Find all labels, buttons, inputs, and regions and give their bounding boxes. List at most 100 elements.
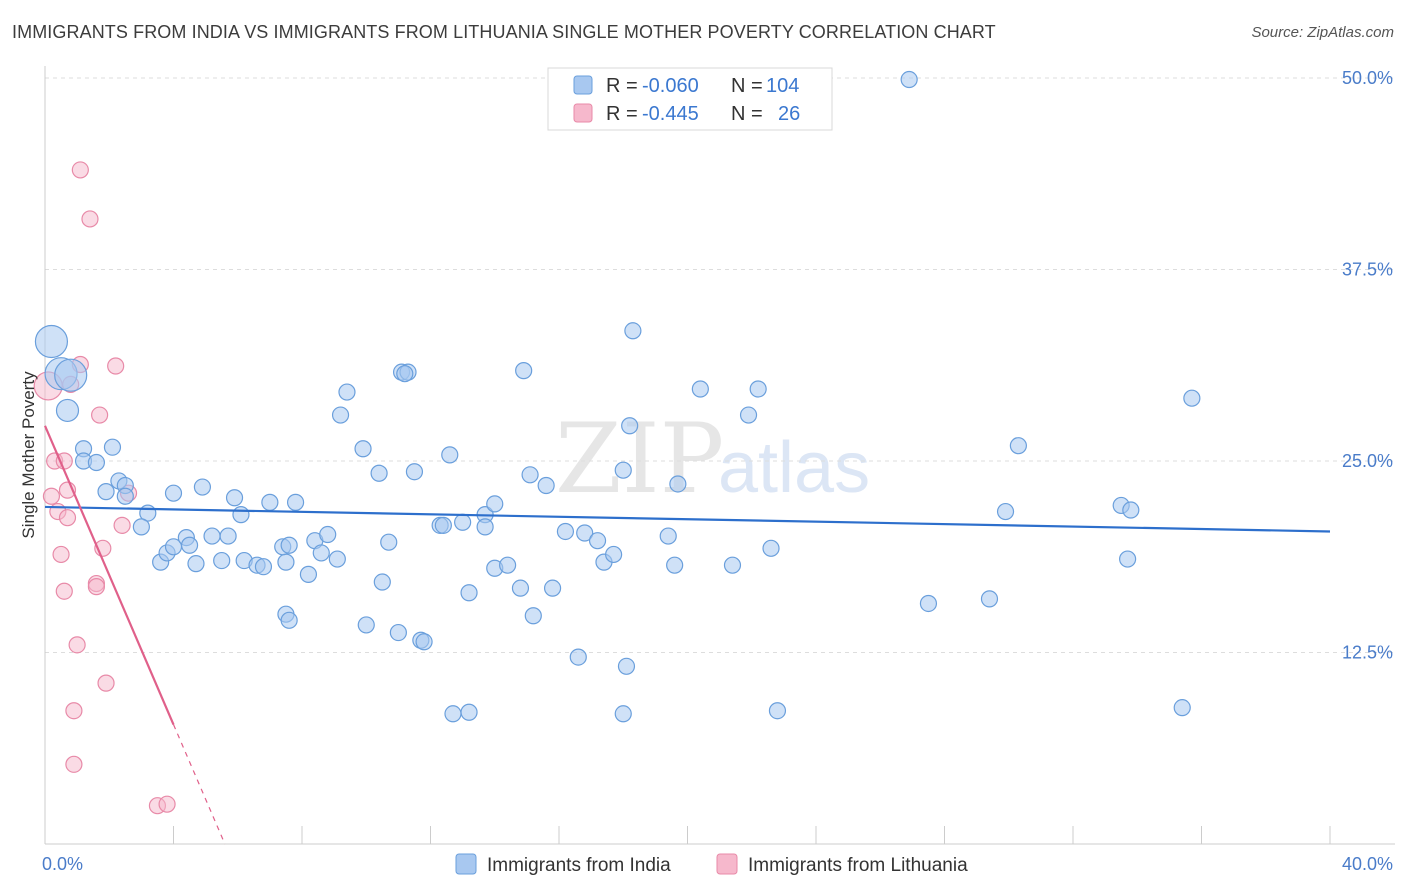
india-point-66 [499,556,517,574]
source-label: Source: ZipAtlas.com [1251,24,1394,41]
india-point-103 [396,365,414,383]
lithuania-point-20 [97,674,115,692]
india-point-102 [1183,389,1201,407]
lithuania-trend-extension [172,724,226,845]
india-point-70 [524,607,542,625]
india-point-36 [280,611,298,629]
india-point-33 [280,536,298,554]
legend-lithuania-r-value: -0.445 [642,103,699,125]
lithuania-point-17 [87,578,106,596]
x-tick-label-1: 40.0% [1342,854,1393,874]
india-point-29 [254,558,273,576]
y-tick-label-2: 37.5% [1342,260,1393,280]
india-point-39 [312,544,330,562]
india-point-72 [543,579,562,597]
india-point-43 [338,383,356,401]
india-point-85 [666,556,684,574]
watermark-zip: ZIP [555,403,724,515]
india-point-78 [605,545,623,564]
legend-lithuania-r-label: R = [606,103,638,125]
legend-india-r-value: -0.060 [642,75,699,97]
india-point-71 [537,476,555,495]
india-point-96 [996,502,1015,521]
india-point-73 [556,522,575,541]
india-point-94 [919,594,938,613]
india-point-3 [55,398,80,423]
lithuania-point-12 [68,636,86,654]
legend-swatch-lithuania [573,103,593,123]
india-point-30 [261,493,279,511]
india-point-44 [354,440,372,458]
india-point-22 [203,527,221,545]
india-point-76 [588,532,607,550]
india-point-31 [277,553,295,571]
india-point-10 [97,483,115,501]
india-point-40 [319,525,337,544]
bottom-legend-india: Immigrants from India [487,855,671,876]
y-tick-label-3: 50.0% [1342,68,1393,88]
india-point-60 [460,703,478,721]
india-point-61 [460,584,478,602]
bottom-legend-swatch-india [455,853,477,875]
india-point-92 [768,702,787,720]
lithuania-trend-line [43,425,175,725]
lithuania-point-4 [52,545,70,564]
legend-india-n-value: 104 [766,75,799,97]
india-point-86 [669,475,687,493]
india-point-84 [659,527,677,545]
chart-title: IMMIGRANTS FROM INDIA VS IMMIGRANTS FROM… [12,22,996,42]
india-point-83 [617,657,636,675]
india-point-46 [370,464,388,482]
india-point-63 [476,518,494,536]
india-point-100 [1119,550,1137,568]
india-point-59 [454,513,472,531]
india-point-54 [415,633,433,651]
india-point-81 [624,322,642,340]
india-point-80 [621,417,639,435]
india-point-48 [380,533,398,551]
india-point-13 [132,518,150,536]
trend-lines [43,425,1331,845]
india-point-20 [164,484,183,502]
lithuania-point-5 [55,582,73,600]
y-tick-label-0: 12.5% [1342,643,1393,663]
x-tick-label-0: 0.0% [42,854,83,874]
india-point-90 [749,380,767,398]
india-point-67 [511,579,530,597]
lithuania-point-21 [107,357,125,375]
india-point-58 [444,705,462,723]
india-point-95 [980,590,999,608]
lithuania-point-25 [158,795,176,813]
india-point-52 [405,463,424,481]
lithuania-point-7 [58,509,77,527]
lithuania-point-14 [71,161,89,179]
india-point-74 [569,648,587,666]
india-point-19 [187,555,205,573]
bottom-legend: Immigrants from India Immigrants from Li… [455,853,968,876]
legend-swatch-india [573,75,593,95]
legend-india-r-label: R = [606,75,638,97]
india-point-79 [614,461,632,479]
india-point-26 [232,506,250,524]
tick-labels: 12.5% 25.0% 37.5% 50.0% 0.0% 40.0% [42,68,1393,874]
india-point-68 [515,362,533,380]
lithuania-point-10 [65,702,83,720]
legend: R = -0.060 N = 104 R = -0.445 N = 26 [547,67,833,131]
axes [44,66,1395,845]
india-point-93 [900,70,918,89]
bottom-legend-swatch-lithuania [716,853,738,875]
india-point-18 [180,536,199,554]
india-point-69 [521,466,539,484]
india-points [34,70,1201,723]
lithuania-point-11 [65,755,83,773]
india-point-89 [739,406,758,424]
india-trend-line [44,505,1331,533]
legend-india-n-label: N = [731,75,763,97]
india-point-6 [87,453,106,472]
india-point-45 [357,616,375,634]
india-point-7 [103,438,122,456]
india-point-42 [331,406,350,424]
lithuania-point-18 [91,406,109,424]
india-point-41 [328,550,346,568]
india-point-82 [614,705,632,723]
